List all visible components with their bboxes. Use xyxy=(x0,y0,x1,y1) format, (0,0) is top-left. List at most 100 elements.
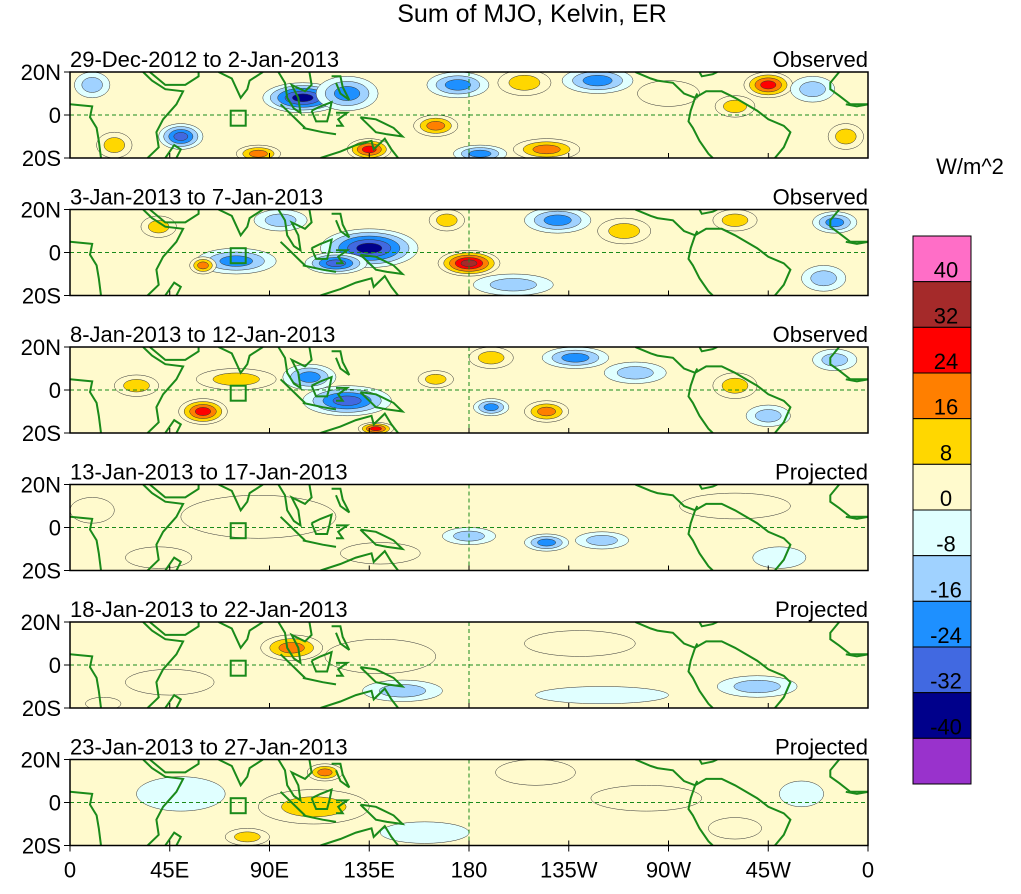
anomaly-contour xyxy=(173,132,189,141)
panel-period: 13-Jan-2013 to 17-Jan-2013 xyxy=(70,460,348,485)
y-tick-label: 20S xyxy=(22,284,61,309)
anomaly-contour xyxy=(298,371,321,383)
anomaly-contour xyxy=(180,495,337,539)
coastlines xyxy=(70,759,868,846)
anomaly-contour xyxy=(835,128,857,145)
x-tick-label: 45W xyxy=(746,858,791,883)
panel-status: Projected xyxy=(775,597,868,622)
map-panel-4: 20N 0 20S 13-Jan-2013 to 17-Jan-2013 Project… xyxy=(21,460,869,584)
anomaly-contour xyxy=(436,213,458,227)
anomaly-contour xyxy=(535,686,669,704)
y-tick-label: 20S xyxy=(22,146,61,171)
colorbar-swatch xyxy=(912,692,972,739)
anomaly-contour xyxy=(821,353,848,367)
map-panel-2: 20N 0 20S 3-Jan-2013 to 7-Jan-2013 Observed xyxy=(21,185,869,309)
colorbar-level-label: -40 xyxy=(930,714,962,739)
x-tick-label: 135E xyxy=(344,858,395,883)
anomaly-contour xyxy=(524,630,636,657)
colorbar-swatch xyxy=(912,600,972,648)
anomaly-contour xyxy=(444,79,471,91)
colorbar-level-label: 40 xyxy=(934,258,958,283)
colorbar-level-label: -8 xyxy=(936,532,956,557)
colorbar-swatch xyxy=(912,326,972,374)
map-panel-3: 20N 0 20S 8-Jan-2013 to 12-Jan-2013 Observed xyxy=(21,322,869,446)
coastlines xyxy=(70,484,868,571)
anomaly-contour xyxy=(590,785,702,812)
colorbar-swatch xyxy=(912,372,972,420)
x-tick-label: 135W xyxy=(540,858,598,883)
anomaly-contour xyxy=(278,642,305,654)
region-box xyxy=(229,384,247,402)
y-tick-label: 0 xyxy=(49,378,61,403)
y-tick-label: 20N xyxy=(21,473,61,498)
colorbar-swatch xyxy=(912,235,972,283)
map-panels: 20N 0 20S 29-Dec-2012 to 2-Jan-2013 Observed… xyxy=(21,47,869,859)
anomaly-contour xyxy=(197,261,209,270)
colorbar-level-label: -32 xyxy=(930,669,962,694)
x-tick-label: 180 xyxy=(451,858,488,883)
anomaly-contour xyxy=(426,121,446,131)
colorbar-units: W/m^2 xyxy=(936,154,1004,179)
region-box xyxy=(229,109,247,127)
y-tick-label: 20N xyxy=(21,60,61,85)
anomaly-contour xyxy=(81,77,103,93)
panel-period: 29-Dec-2012 to 2-Jan-2013 xyxy=(70,47,339,72)
anomaly-contour xyxy=(468,149,492,158)
y-tick-label: 0 xyxy=(49,516,61,541)
anomaly-contour xyxy=(477,351,505,365)
anomaly-contour xyxy=(760,80,777,90)
anomaly-contour xyxy=(799,81,826,97)
anomaly-contour xyxy=(537,538,556,547)
region-box xyxy=(229,247,247,265)
anomaly-contour xyxy=(249,149,268,158)
coastlines xyxy=(70,72,868,158)
coastlines xyxy=(70,347,868,433)
anomaly-contour xyxy=(219,255,253,267)
anomaly-contour xyxy=(264,213,297,227)
anomaly-contour xyxy=(378,684,427,698)
anomaly-contour xyxy=(483,403,499,411)
y-tick-label: 20S xyxy=(22,834,61,859)
y-tick-label: 20N xyxy=(21,610,61,635)
anomaly-contour xyxy=(123,379,150,393)
anomaly-contour xyxy=(495,759,576,786)
anomaly-contour xyxy=(586,535,618,546)
anomaly-contour xyxy=(212,372,260,386)
anomaly-contour xyxy=(708,817,762,840)
anomaly-contour xyxy=(489,278,537,292)
y-tick-label: 20N xyxy=(21,335,61,360)
y-tick-label: 20S xyxy=(22,421,61,446)
anomaly-contour xyxy=(508,74,541,91)
anomaly-contour xyxy=(721,377,749,394)
y-tick-label: 0 xyxy=(49,791,61,816)
panel-status: Observed xyxy=(773,322,868,347)
colorbar-level-label: -24 xyxy=(930,623,962,648)
colorbar-level-label: 24 xyxy=(934,349,958,374)
anomaly-contour xyxy=(637,80,700,107)
anomaly-contour xyxy=(317,768,333,777)
anomaly-contour xyxy=(85,697,122,708)
anomaly-contour xyxy=(561,353,590,363)
anomaly-contour xyxy=(356,242,383,254)
map-panel-5: 20N 0 20S 18-Jan-2013 to 22-Jan-2013 Project… xyxy=(21,597,869,721)
region-box xyxy=(229,797,247,815)
anomaly-contour xyxy=(425,373,447,385)
x-tick-label: 0 xyxy=(862,858,874,883)
map-panel-1: 20N 0 20S 29-Dec-2012 to 2-Jan-2013 Observed xyxy=(21,47,869,171)
anomaly-contour xyxy=(532,144,561,155)
colorbar-swatch xyxy=(912,281,972,328)
y-tick-label: 20N xyxy=(21,748,61,773)
anomaly-field xyxy=(74,72,864,158)
x-tick-label: 90W xyxy=(646,858,691,883)
y-tick-label: 20S xyxy=(22,559,61,584)
panel-period: 23-Jan-2013 to 27-Jan-2013 xyxy=(70,735,348,760)
anomaly-contour xyxy=(103,137,125,153)
panel-period: 8-Jan-2013 to 12-Jan-2013 xyxy=(70,322,335,347)
map-panel-6: 20N 0 20S 23-Jan-2013 to 27-Jan-2013 Project… xyxy=(21,735,869,859)
anomaly-contour xyxy=(608,223,640,239)
anomaly-contour xyxy=(616,366,654,380)
y-tick-label: 0 xyxy=(49,653,61,678)
anomaly-contour xyxy=(234,831,261,843)
y-tick-label: 0 xyxy=(49,241,61,266)
